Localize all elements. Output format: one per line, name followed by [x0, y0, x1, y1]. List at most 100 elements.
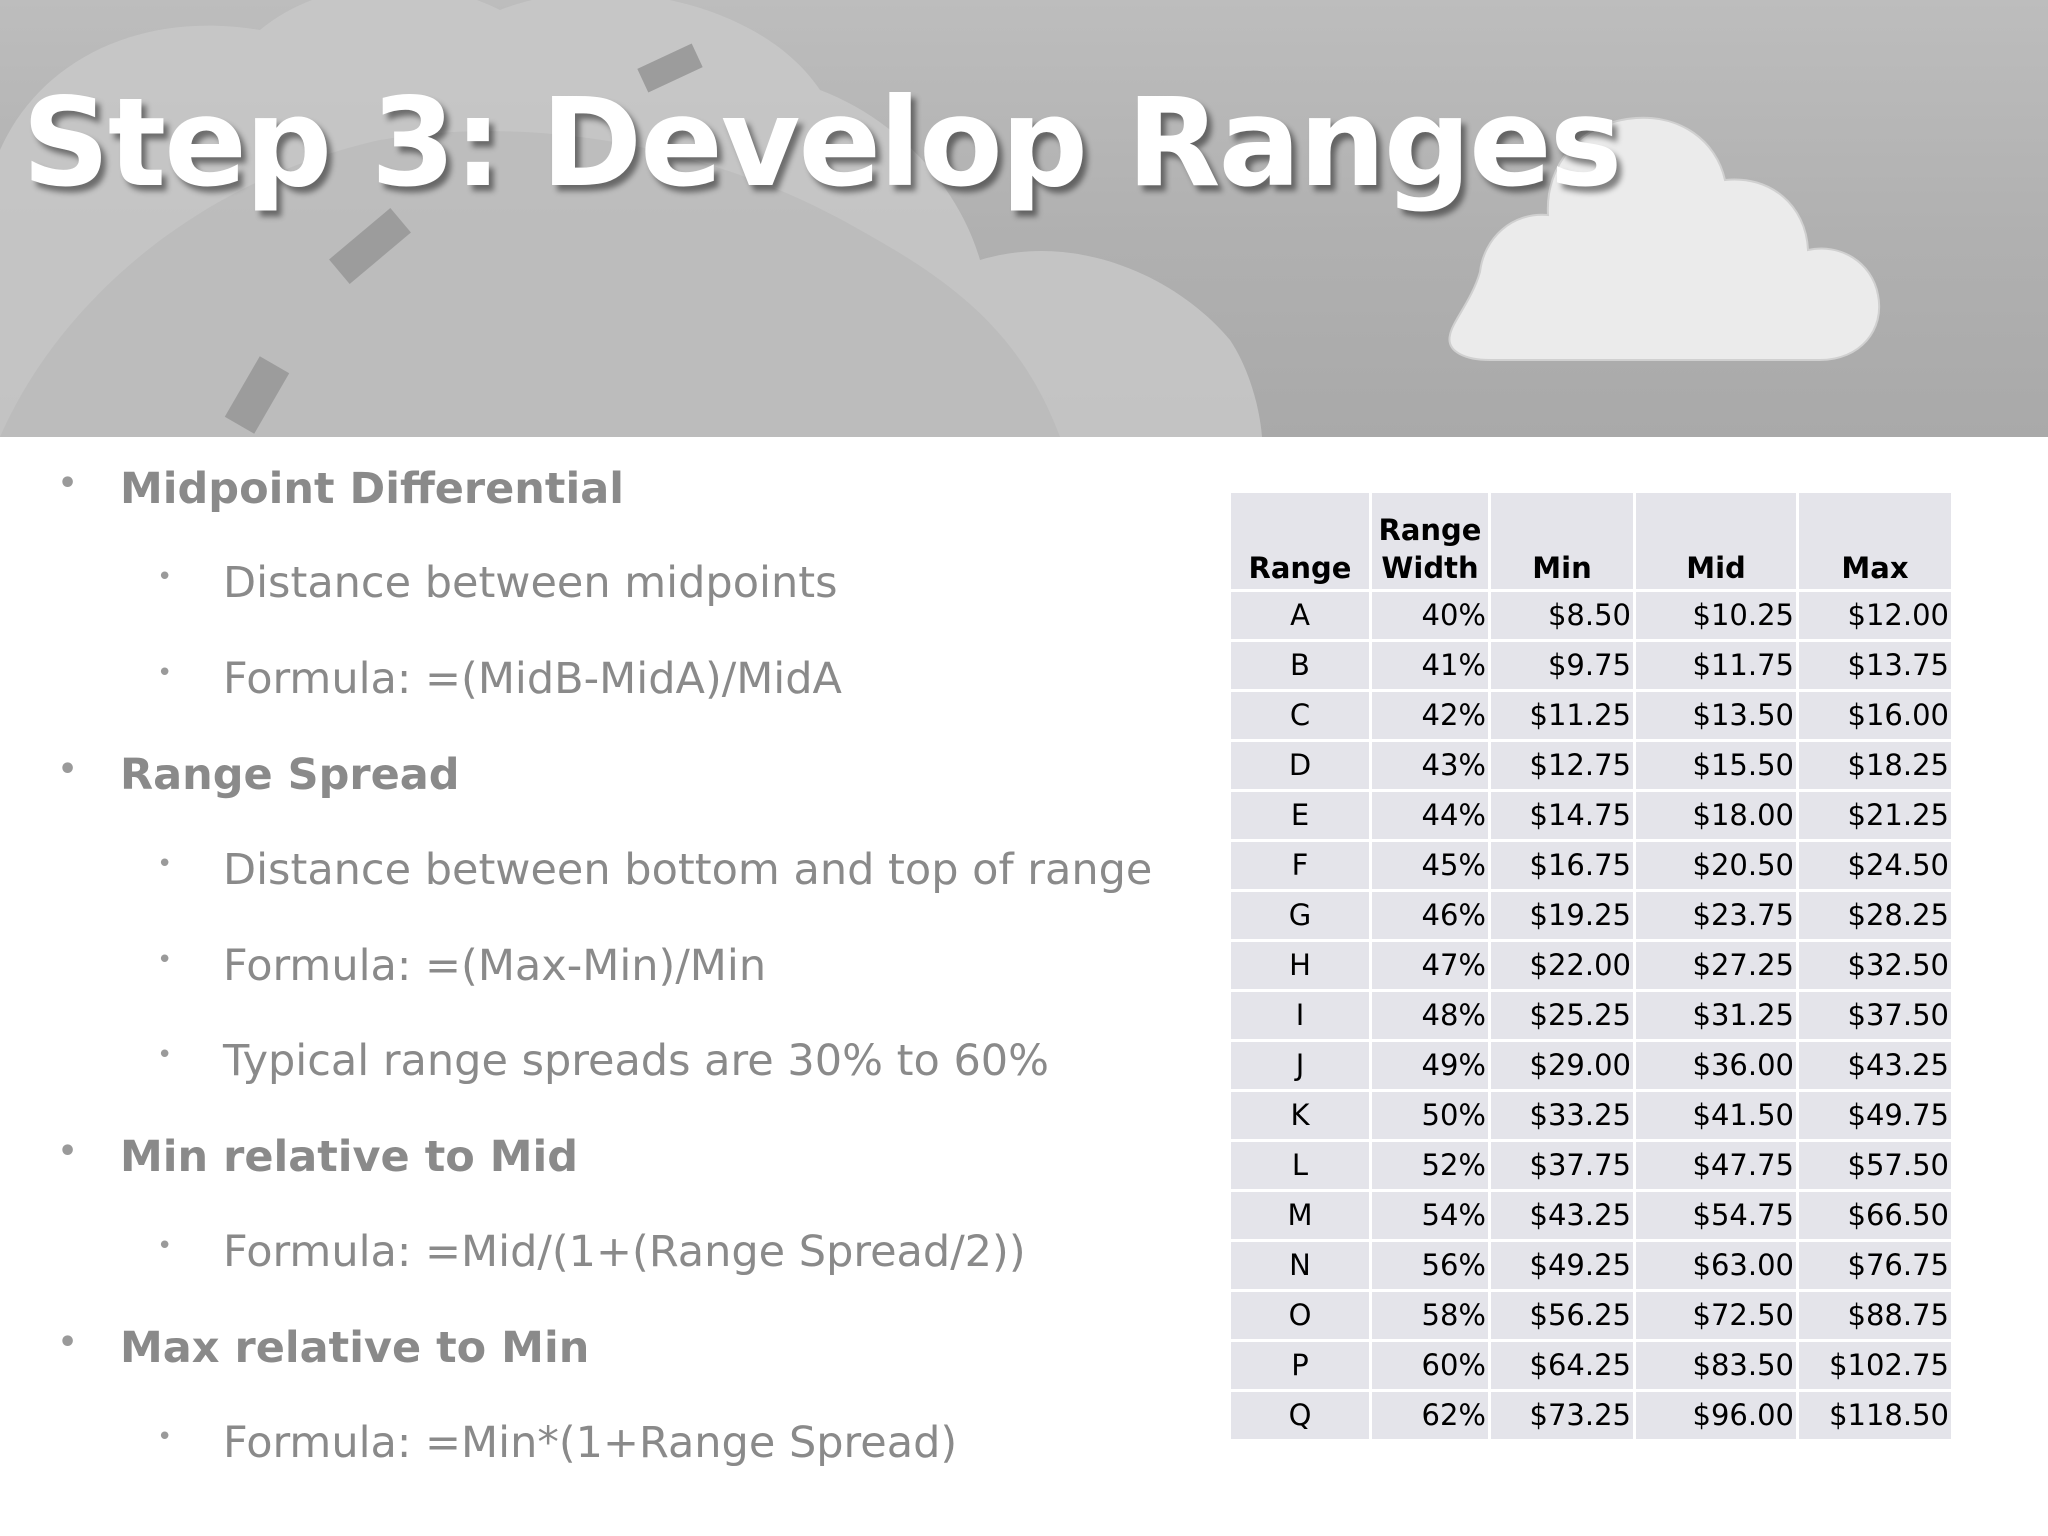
table-header-row: Range Range Width Min Mid Max — [1231, 493, 1951, 589]
table-row: F 45% $16.75 $20.50 $24.50 — [1231, 842, 1951, 889]
header-range-width: Range Width — [1372, 493, 1488, 589]
cell-max: $76.75 — [1799, 1242, 1951, 1289]
cell-mid: $36.00 — [1636, 1042, 1796, 1089]
banner-illustration — [0, 0, 1881, 437]
cell-range: B — [1231, 642, 1369, 689]
cell-range: I — [1231, 992, 1369, 1039]
table-row: O 58% $56.25 $72.50 $88.75 — [1231, 1292, 1951, 1339]
bullet-item: • Distance between midpoints — [157, 558, 838, 608]
cell-range-width: 43% — [1372, 742, 1488, 789]
cell-min: $49.25 — [1491, 1242, 1633, 1289]
cell-min: $64.25 — [1491, 1342, 1633, 1389]
cell-max: $21.25 — [1799, 792, 1951, 839]
cell-max: $118.50 — [1799, 1392, 1951, 1439]
bullet-dot: • — [157, 562, 173, 592]
cell-mid: $31.25 — [1636, 992, 1796, 1039]
cloud-icon — [1448, 116, 1881, 361]
cell-max: $28.25 — [1799, 892, 1951, 939]
cell-min: $12.75 — [1491, 742, 1633, 789]
cell-range-width: 40% — [1372, 592, 1488, 639]
table-row: K 50% $33.25 $41.50 $49.75 — [1231, 1092, 1951, 1139]
bullet-text: Midpoint Differential — [120, 464, 624, 514]
table-row: G 46% $19.25 $23.75 $28.25 — [1231, 892, 1951, 939]
cell-range: C — [1231, 692, 1369, 739]
page-title: Step 3: Develop Ranges — [22, 72, 1622, 214]
bullet-dot: • — [157, 945, 173, 975]
bullet-item: • Midpoint Differential — [58, 464, 624, 514]
cell-range-width: 62% — [1372, 1392, 1488, 1439]
cell-min: $22.00 — [1491, 942, 1633, 989]
cell-mid: $20.50 — [1636, 842, 1796, 889]
cell-range: G — [1231, 892, 1369, 939]
cell-mid: $18.00 — [1636, 792, 1796, 839]
cell-range-width: 50% — [1372, 1092, 1488, 1139]
cell-range: E — [1231, 792, 1369, 839]
cell-range: O — [1231, 1292, 1369, 1339]
header-range-width-line1: Range — [1378, 513, 1482, 547]
table-row: N 56% $49.25 $63.00 $76.75 — [1231, 1242, 1951, 1289]
bullet-dot: • — [157, 1040, 173, 1070]
bullet-text: Distance between midpoints — [223, 558, 838, 608]
cell-max: $32.50 — [1799, 942, 1951, 989]
cell-range: J — [1231, 1042, 1369, 1089]
cell-range-width: 54% — [1372, 1192, 1488, 1239]
table-body: A 40% $8.50 $10.25 $12.00 B 41% $9.75 $11.75 $13.… — [1231, 592, 1951, 1439]
cell-max: $88.75 — [1799, 1292, 1951, 1339]
bullet-dot: • — [157, 1231, 173, 1261]
cell-min: $73.25 — [1491, 1392, 1633, 1439]
cell-range: L — [1231, 1142, 1369, 1189]
table-row: H 47% $22.00 $27.25 $32.50 — [1231, 942, 1951, 989]
cell-mid: $27.25 — [1636, 942, 1796, 989]
cell-range: D — [1231, 742, 1369, 789]
cell-mid: $41.50 — [1636, 1092, 1796, 1139]
cell-range-width: 48% — [1372, 992, 1488, 1039]
cell-range-width: 52% — [1372, 1142, 1488, 1189]
cell-min: $33.25 — [1491, 1092, 1633, 1139]
bullet-text: Min relative to Mid — [120, 1132, 579, 1182]
bullet-dot: • — [58, 752, 78, 787]
table-row: E 44% $14.75 $18.00 $21.25 — [1231, 792, 1951, 839]
cell-range: H — [1231, 942, 1369, 989]
cell-max: $66.50 — [1799, 1192, 1951, 1239]
bullet-item: • Formula: =Min*(1+Range Spread) — [157, 1418, 957, 1468]
bullet-dot: • — [58, 1325, 78, 1360]
cell-range: F — [1231, 842, 1369, 889]
bullet-text: Formula: =Mid/(1+(Range Spread/2)) — [223, 1227, 1026, 1277]
header-min: Min — [1491, 493, 1633, 589]
cell-range-width: 60% — [1372, 1342, 1488, 1389]
cell-max: $57.50 — [1799, 1142, 1951, 1189]
cell-mid: $13.50 — [1636, 692, 1796, 739]
cell-mid: $11.75 — [1636, 642, 1796, 689]
cell-min: $8.50 — [1491, 592, 1633, 639]
table-row: B 41% $9.75 $11.75 $13.75 — [1231, 642, 1951, 689]
header-range-width-line2: Width — [1381, 551, 1479, 585]
road-dashes — [224, 43, 703, 434]
bullet-item: • Max relative to Min — [58, 1323, 590, 1373]
cell-min: $11.25 — [1491, 692, 1633, 739]
cell-mid: $54.75 — [1636, 1192, 1796, 1239]
cell-max: $13.75 — [1799, 642, 1951, 689]
cell-min: $43.25 — [1491, 1192, 1633, 1239]
cell-max: $18.25 — [1799, 742, 1951, 789]
table-row: A 40% $8.50 $10.25 $12.00 — [1231, 592, 1951, 639]
cell-range-width: 56% — [1372, 1242, 1488, 1289]
cell-mid: $15.50 — [1636, 742, 1796, 789]
bullet-item: • Typical range spreads are 30% to 60% — [157, 1036, 1050, 1086]
bullet-item: • Distance between bottom and top of ran… — [157, 845, 1152, 895]
cell-mid: $96.00 — [1636, 1392, 1796, 1439]
bullet-item: • Formula: =Mid/(1+(Range Spread/2)) — [157, 1227, 1026, 1277]
cell-mid: $47.75 — [1636, 1142, 1796, 1189]
table-row: L 52% $37.75 $47.75 $57.50 — [1231, 1142, 1951, 1189]
bullet-item: • Min relative to Mid — [58, 1132, 579, 1182]
bullet-item: • Formula: =(Max-Min)/Min — [157, 941, 766, 991]
bullet-dot: • — [157, 658, 173, 688]
cell-mid: $83.50 — [1636, 1342, 1796, 1389]
bullet-dot: • — [157, 1422, 173, 1452]
bullet-text: Formula: =(MidB-MidA)/MidA — [223, 654, 842, 704]
bullet-text: Max relative to Min — [120, 1323, 590, 1373]
header-range: Range — [1231, 493, 1369, 589]
bullet-text: Typical range spreads are 30% to 60% — [223, 1036, 1050, 1086]
cell-min: $37.75 — [1491, 1142, 1633, 1189]
cell-max: $24.50 — [1799, 842, 1951, 889]
cell-min: $19.25 — [1491, 892, 1633, 939]
